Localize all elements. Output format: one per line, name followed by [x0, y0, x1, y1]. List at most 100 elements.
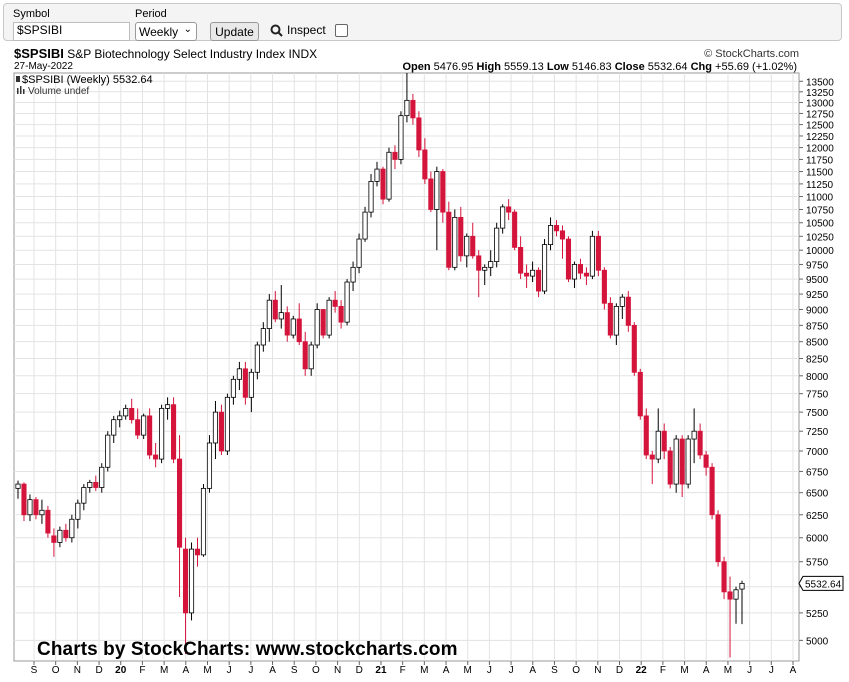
candle: [583, 267, 589, 286]
candle: [613, 303, 619, 346]
candle: [739, 580, 745, 625]
candle-body: [565, 238, 572, 280]
inspect-toggle[interactable]: Inspect: [270, 23, 348, 37]
x-tick-label: 22: [636, 665, 648, 676]
candle: [320, 309, 326, 339]
candle-body: [129, 407, 135, 421]
candle-body: [141, 415, 147, 436]
candle-body: [200, 487, 207, 556]
candle: [111, 415, 117, 443]
candle: [434, 166, 440, 251]
candle-body: [284, 312, 290, 336]
chart-date: 27-May-2022: [14, 61, 73, 72]
legend-volume-icon: [17, 88, 19, 94]
update-button[interactable]: Update: [210, 22, 259, 41]
candle: [99, 463, 105, 493]
x-tick-label: A: [269, 665, 276, 676]
candle: [129, 398, 135, 424]
ohlc-summary: Open 5476.95 High 5559.13 Low 5146.83 Cl…: [402, 61, 797, 73]
candle-body: [721, 561, 727, 593]
period-select[interactable]: Weekly ⌄: [135, 22, 197, 41]
legend-price: $SPSIBI (Weekly) 5532.64: [22, 74, 153, 86]
candle-body: [673, 438, 679, 485]
x-tick-label: J: [747, 665, 752, 676]
candle: [685, 435, 691, 489]
candle-body: [236, 368, 242, 380]
x-tick-label: N: [594, 665, 601, 676]
candle: [248, 368, 254, 413]
candle: [673, 435, 679, 493]
last-price-box: [798, 575, 844, 591]
candle-body: [589, 235, 595, 277]
candle: [302, 331, 308, 376]
candle-body: [69, 518, 75, 539]
candle: [260, 322, 266, 352]
y-tick-label: 10250: [806, 232, 834, 243]
candle-body: [440, 171, 446, 213]
candle-body: [230, 378, 236, 398]
candle: [93, 475, 99, 491]
candle: [218, 404, 224, 456]
y-tick-label: 10500: [806, 219, 834, 230]
x-tick-label: S: [551, 665, 558, 676]
candle: [278, 285, 284, 329]
candle-body: [637, 371, 643, 417]
candle: [296, 303, 302, 346]
candle-body: [153, 454, 159, 460]
candle: [159, 404, 165, 464]
candle-body: [188, 548, 195, 614]
inspect-checkbox[interactable]: [334, 23, 348, 37]
x-tick-label: D: [356, 665, 363, 676]
candle: [15, 480, 21, 499]
low-value: 5146.83: [571, 61, 612, 73]
candle-body: [39, 509, 45, 516]
candle: [661, 423, 667, 460]
candle: [398, 111, 404, 165]
candle: [230, 375, 236, 405]
candle: [679, 435, 685, 498]
y-tick-label: 11250: [806, 180, 834, 191]
y-tick-label: 11000: [806, 193, 834, 204]
candle: [314, 303, 320, 349]
candle-body: [206, 442, 213, 489]
candle: [476, 250, 482, 298]
candle: [117, 410, 123, 428]
close-value: 5532.64: [647, 61, 688, 73]
candle-body: [260, 328, 266, 346]
candle: [494, 222, 500, 268]
candle: [655, 408, 661, 464]
candle-body: [607, 302, 613, 336]
candle: [541, 239, 548, 295]
y-tick-label: 12750: [806, 109, 834, 120]
candle-body: [476, 255, 482, 271]
candle-body: [422, 149, 428, 180]
symbol-input[interactable]: $SPSIBI: [13, 22, 130, 41]
symbol-label: Symbol: [13, 8, 50, 20]
candle: [51, 528, 57, 557]
legend-price-icon: [16, 76, 20, 82]
candle: [200, 484, 207, 557]
candle-body: [296, 318, 302, 343]
candle: [410, 93, 416, 125]
high-value: 5559.13: [504, 61, 544, 73]
y-tick-label: 6750: [806, 467, 829, 478]
candle-body: [392, 151, 398, 160]
candle-body: [308, 344, 314, 370]
candle-body: [446, 211, 452, 268]
candle: [518, 236, 524, 280]
y-tick-label: 7750: [806, 390, 829, 401]
candle: [105, 431, 111, 472]
candle-body: [33, 499, 39, 516]
candle-body: [643, 415, 649, 456]
candle: [332, 291, 338, 313]
high-label: High: [476, 61, 501, 73]
candle: [416, 111, 422, 158]
candle-body: [733, 589, 739, 600]
y-tick-label: 11500: [806, 168, 834, 179]
candle: [482, 264, 488, 286]
candle: [715, 510, 721, 567]
candle-body: [553, 225, 560, 232]
candle: [631, 322, 637, 376]
y-tick-label: 13500: [806, 77, 834, 88]
